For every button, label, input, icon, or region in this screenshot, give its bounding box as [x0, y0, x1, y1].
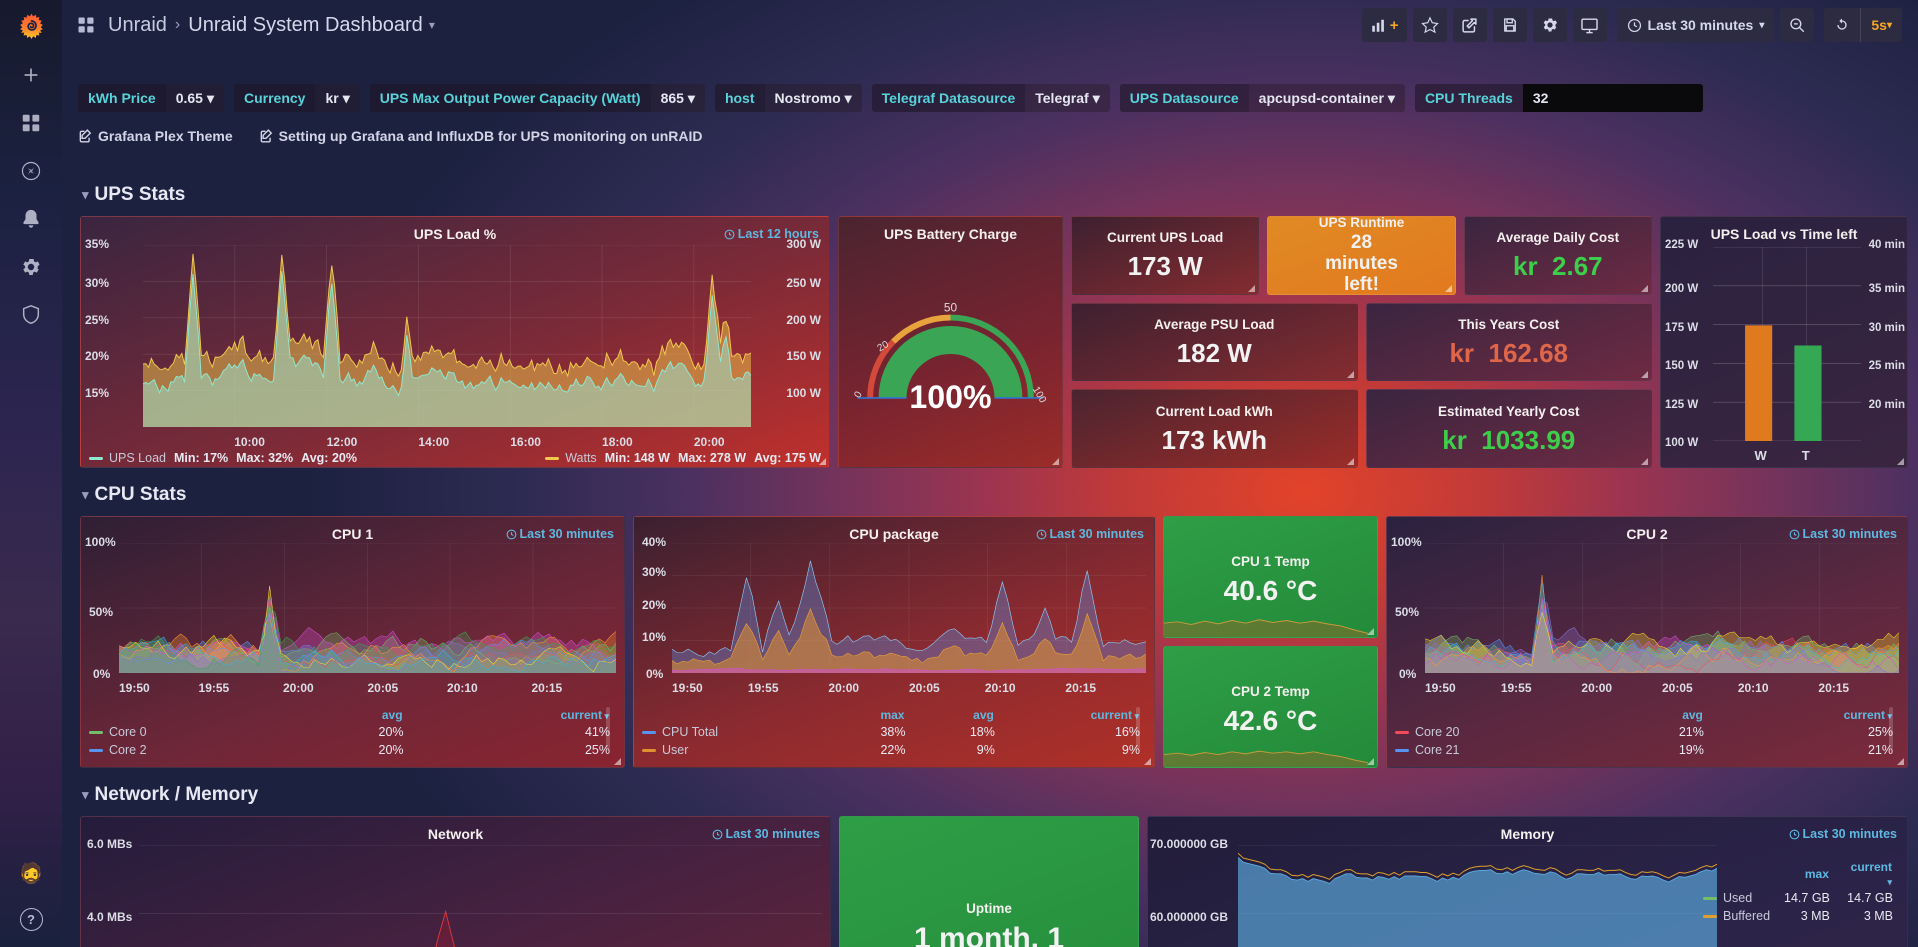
svg-text:100%: 100%	[909, 379, 991, 415]
svg-text:20: 20	[876, 339, 892, 354]
svg-text:50: 50	[944, 301, 958, 315]
